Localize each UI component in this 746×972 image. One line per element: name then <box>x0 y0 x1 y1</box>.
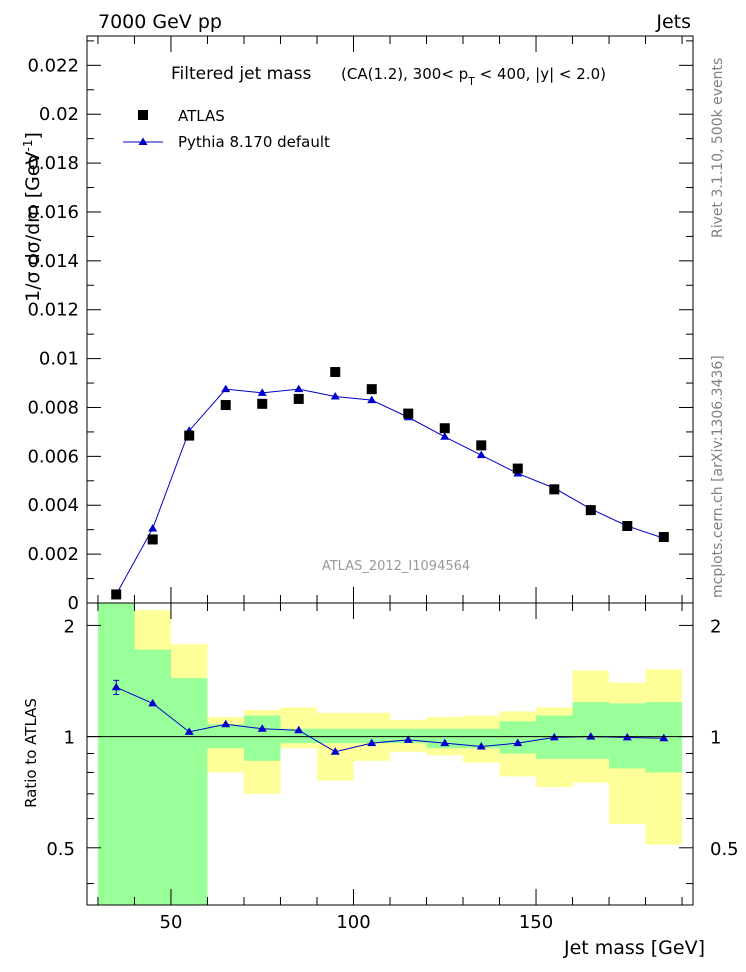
pythia-point <box>330 391 340 400</box>
pythia-point <box>476 450 486 459</box>
ratio-y-tick-label-left: 1 <box>64 728 75 749</box>
ratio-outer-band <box>316 712 354 781</box>
legend-atlas-marker <box>138 110 148 120</box>
ratio-inner-band <box>134 649 171 905</box>
atlas-data-point <box>366 384 377 395</box>
main-y-tick-label: 0 <box>68 593 79 614</box>
side-label-mcplots: mcplots.cern.ch [arXiv:1306.3436] <box>710 355 726 598</box>
plot-title: Filtered jet mass <box>171 64 311 84</box>
atlas-data-point <box>622 521 633 532</box>
ratio-inner-band <box>463 728 500 749</box>
atlas-data-point <box>403 408 414 419</box>
ratio-y-tick-label-right: 2 <box>710 616 721 637</box>
main-y-tick-label: 0.018 <box>27 153 79 174</box>
atlas-data-point <box>476 440 487 451</box>
atlas-data-point <box>330 367 341 378</box>
atlas-data-point <box>512 463 523 474</box>
x-tick-label: 100 <box>336 912 370 933</box>
main-y-tick-label: 0.014 <box>27 251 79 272</box>
x-tick-label: 50 <box>160 912 183 933</box>
pythia-point <box>294 384 304 393</box>
ratio-pythia-point <box>221 719 231 728</box>
ratio-pythia-point <box>111 682 121 691</box>
atlas-data-point <box>147 534 158 545</box>
ratio-uncertainty-bands <box>97 603 683 905</box>
ratio-inner-band <box>426 728 464 749</box>
analysis-watermark: ATLAS_2012_I1094564 <box>322 559 470 574</box>
ratio-y-axis-label: Ratio to ATLAS <box>22 698 40 808</box>
ratio-inner-band <box>170 678 208 905</box>
pythia-point <box>148 523 158 532</box>
ratio-inner-band <box>280 728 317 744</box>
main-y-tick-label: 0.002 <box>27 544 79 565</box>
ratio-inner-band <box>97 603 135 905</box>
legend-pythia-label: Pythia 8.170 default <box>178 133 330 151</box>
ratio-inner-band <box>243 715 281 761</box>
x-tick-label: 150 <box>519 912 553 933</box>
pythia-point <box>257 388 267 396</box>
atlas-data-point <box>184 430 195 441</box>
atlas-data-point <box>257 398 268 409</box>
ratio-pythia-point <box>184 727 194 735</box>
ratio-y-tick-label-right: 0.5 <box>710 839 739 860</box>
main-y-tick-label: 0.02 <box>39 104 79 125</box>
header-right: Jets <box>655 11 691 33</box>
ratio-pythia-point <box>257 724 267 732</box>
main-data-series <box>111 367 669 600</box>
main-mc-line <box>115 388 664 595</box>
header-left: 7000 GeV pp <box>98 11 222 33</box>
ratio-y-ticks: 0.5 0.5 1 1 2 2 <box>46 616 739 885</box>
ratio-inner-band <box>499 721 537 754</box>
ratio-pythia-point <box>659 733 669 742</box>
pythia-point <box>367 395 377 404</box>
main-y-tick-label: 0.006 <box>27 446 79 467</box>
ratio-pythia-point <box>476 742 486 750</box>
pythia-point <box>221 384 231 393</box>
plot-subtitle: (CA(1.2), 300< pT < 400, |y| < 2.0) <box>341 65 606 88</box>
atlas-data-point <box>439 423 450 434</box>
ratio-pythia-point <box>403 735 413 743</box>
main-y-tick-label: 0.022 <box>27 55 79 76</box>
ratio-pythia-point <box>367 738 377 747</box>
main-y-tick-label: 0.004 <box>27 495 79 516</box>
atlas-data-point <box>111 589 122 600</box>
atlas-data-point <box>549 484 560 495</box>
ratio-y-tick-label-right: 1 <box>710 728 721 749</box>
ratio-y-tick-label-left: 0.5 <box>46 839 75 860</box>
main-y-tick-label: 0.016 <box>27 202 79 223</box>
ratio-pythia-point <box>586 732 596 740</box>
main-y-tick-label: 0.008 <box>27 397 79 418</box>
main-y-tick-label: 0.01 <box>39 349 79 370</box>
ratio-pythia-point <box>294 725 304 734</box>
main-y-axis-label: 1/σ dσ/dm [GeV-1] <box>21 132 44 302</box>
ratio-y-tick-label-left: 2 <box>64 616 75 637</box>
main-y-tick-label: 0.012 <box>27 300 79 321</box>
atlas-data-point <box>585 505 596 516</box>
main-y-ticks: 0 0.002 0.004 0.006 0.008 0.01 0.012 0.014 0.016… <box>27 40 693 614</box>
pythia-point <box>440 432 450 440</box>
ratio-inner-band <box>316 728 354 744</box>
x-ticks: 50 100 150 <box>97 36 683 933</box>
x-axis-label: Jet mass [GeV] <box>563 937 705 959</box>
ratio-pythia-point <box>513 738 523 747</box>
side-label-rivet: Rivet 3.1.10, 500k events <box>710 58 726 238</box>
ratio-pythia-point <box>330 747 340 755</box>
atlas-data-point <box>658 532 669 543</box>
legend-atlas-label: ATLAS <box>178 107 225 125</box>
atlas-data-point <box>293 393 304 404</box>
ratio-inner-band <box>572 702 610 759</box>
ratio-pythia-point <box>440 738 450 747</box>
ratio-pythia-point <box>148 698 158 707</box>
ratio-inner-band <box>353 728 390 744</box>
atlas-data-point <box>220 400 231 411</box>
legend-pythia-marker <box>138 137 148 145</box>
